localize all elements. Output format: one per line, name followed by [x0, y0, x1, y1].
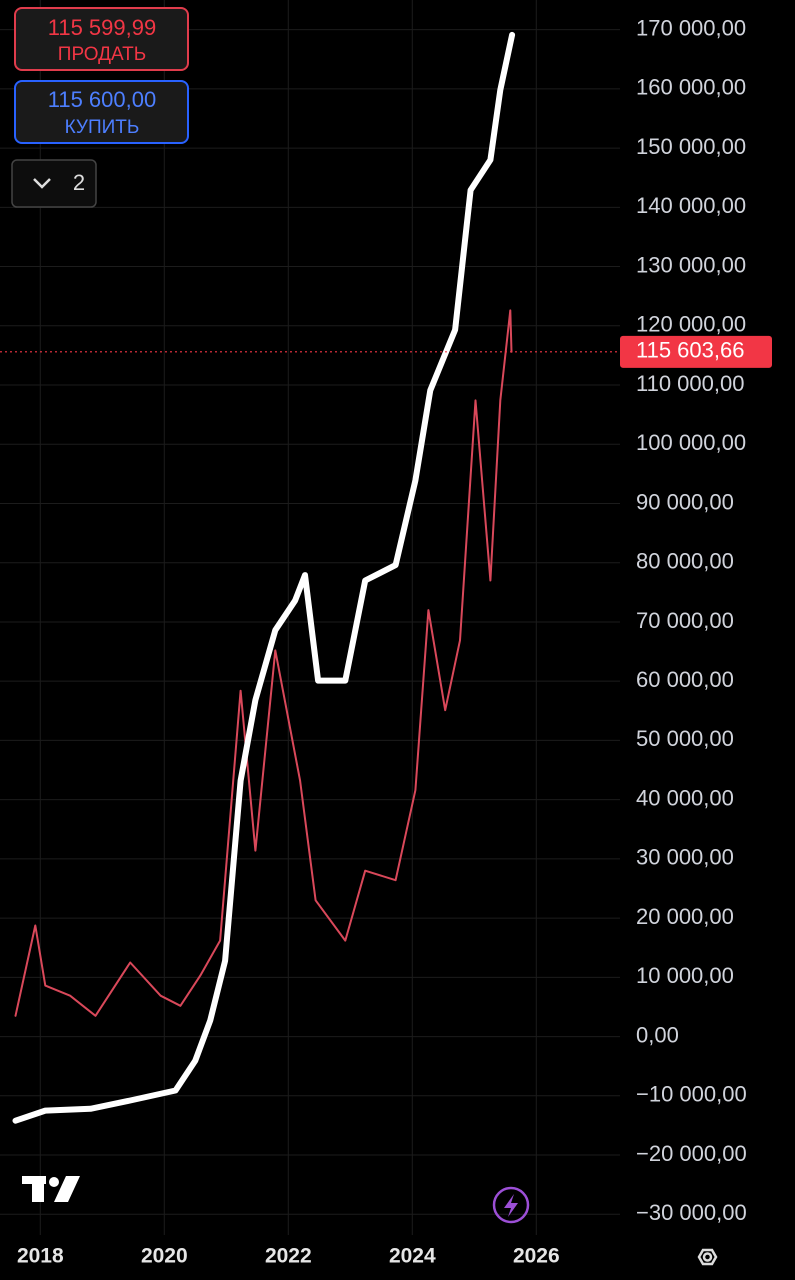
x-tick-label: 2020 — [141, 1245, 188, 1268]
y-tick-label: 150 000,00 — [636, 134, 746, 159]
series-line — [12, 31, 516, 1124]
sell-button[interactable]: 115 599,99 ПРОДАТЬ — [14, 7, 189, 71]
x-tick-label: 2018 — [17, 1245, 64, 1268]
y-tick-label: −20 000,00 — [636, 1141, 747, 1166]
y-tick-label: 120 000,00 — [636, 312, 746, 337]
y-tick-label: 110 000,00 — [636, 371, 744, 396]
y-tick-label: 70 000,00 — [636, 608, 734, 633]
x-tick-label: 2022 — [265, 1245, 312, 1268]
current-price-label: 115 603,66 — [636, 338, 744, 363]
y-tick-label: 160 000,00 — [636, 75, 746, 100]
y-tick-label: −30 000,00 — [636, 1200, 747, 1225]
x-tick-label: 2026 — [513, 1245, 560, 1268]
dropdown[interactable]: 2 — [11, 159, 97, 208]
lightning-button[interactable] — [492, 1186, 530, 1224]
sell-price: 115 599,99 — [48, 15, 156, 40]
buy-price: 115 600,00 — [48, 87, 156, 112]
y-tick-label: −10 000,00 — [636, 1082, 747, 1107]
y-tick-label: 80 000,00 — [636, 549, 734, 574]
y-tick-label: 20 000,00 — [636, 904, 734, 929]
buy-button[interactable]: 115 600,00 КУПИТЬ — [14, 80, 189, 144]
y-tick-label: 40 000,00 — [636, 785, 734, 810]
y-tick-label: 130 000,00 — [636, 252, 746, 277]
x-tick-label: 2024 — [389, 1245, 436, 1268]
y-tick-label: 90 000,00 — [636, 489, 734, 514]
series-line — [14, 309, 513, 1017]
y-tick-label: 170 000,00 — [636, 15, 746, 40]
current-price-badge — [620, 335, 772, 368]
y-tick-label: 60 000,00 — [636, 667, 734, 692]
y-tick-label: 10 000,00 — [636, 963, 734, 988]
settings-button[interactable] — [697, 1248, 718, 1266]
dropdown-count: 2 — [73, 170, 85, 195]
y-tick-label: 50 000,00 — [636, 726, 734, 751]
y-tick-label: 0,00 — [636, 1022, 679, 1047]
plot — [0, 31, 620, 1124]
logo — [22, 1176, 80, 1202]
buy-label: КУПИТЬ — [65, 117, 140, 138]
y-tick-label: 100 000,00 — [636, 430, 746, 455]
sell-label: ПРОДАТЬ — [58, 44, 146, 65]
y-tick-label: 30 000,00 — [636, 845, 734, 870]
y-tick-label: 140 000,00 — [636, 193, 746, 218]
